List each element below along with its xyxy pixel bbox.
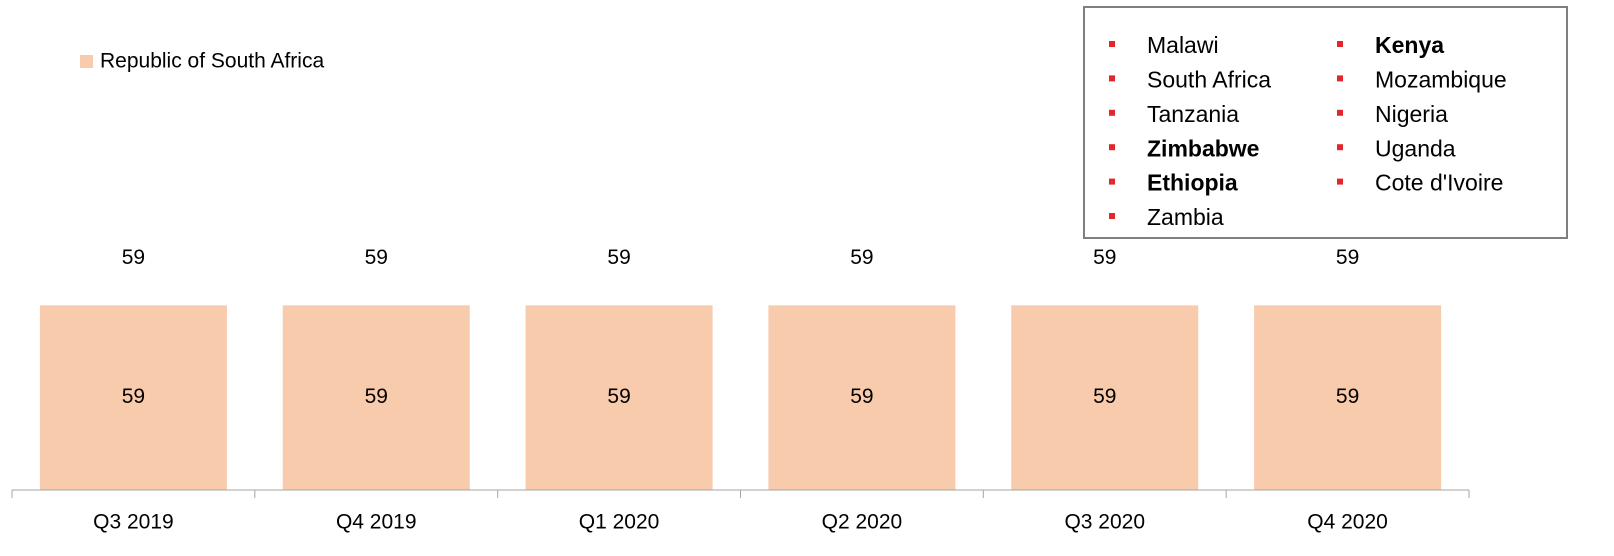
data-label: 59: [1336, 385, 1359, 408]
bullet: [1337, 178, 1343, 185]
total-label: 59: [850, 246, 873, 269]
x-tick-label: Q3 2020: [1064, 511, 1145, 534]
data-label: 59: [122, 385, 145, 408]
bullet: [1109, 41, 1115, 47]
total-label: 59: [365, 246, 388, 269]
bar: [39, 305, 227, 490]
total-label: 59: [1093, 246, 1116, 269]
data-label: 59: [1093, 385, 1116, 408]
note-item: Uganda: [1375, 135, 1456, 161]
note-item: Cote d'Ivoire: [1375, 170, 1503, 196]
note-item: Kenya: [1375, 32, 1444, 58]
x-tick-label: Q4 2019: [336, 511, 417, 534]
data-label: 59: [850, 385, 873, 408]
x-tick-label: Q4 2020: [1307, 511, 1388, 534]
bar: [282, 305, 470, 490]
legend-swatch: [80, 55, 93, 68]
x-tick-label: Q1 2020: [579, 511, 660, 534]
bullet: [1109, 178, 1115, 185]
bullet: [1109, 144, 1115, 151]
total-label: 59: [122, 246, 145, 269]
note-item: Zambia: [1147, 204, 1224, 230]
bullet: [1109, 213, 1115, 219]
x-tick-label: Q3 2019: [93, 511, 174, 534]
note-item: Tanzania: [1147, 101, 1239, 127]
bar: [1011, 305, 1199, 490]
note-item: Mozambique: [1375, 66, 1507, 92]
data-label: 59: [607, 385, 630, 408]
total-label: 59: [1336, 246, 1359, 269]
bullet: [1337, 144, 1343, 151]
legend-label: Republic of South Africa: [100, 50, 324, 73]
note-item: Ethiopia: [1147, 170, 1238, 196]
bullet: [1337, 109, 1343, 116]
x-tick-label: Q2 2020: [822, 511, 903, 534]
bar: [525, 305, 713, 490]
bullet: [1337, 75, 1343, 82]
bullet: [1337, 41, 1343, 47]
data-label: 59: [365, 385, 388, 408]
bar: [1254, 305, 1442, 490]
note-item: Malawi: [1147, 32, 1219, 58]
bullet: [1109, 75, 1115, 82]
bullet: [1109, 109, 1115, 116]
bar: [768, 305, 956, 490]
note-item: Nigeria: [1375, 101, 1448, 127]
note-box: [1083, 6, 1568, 239]
note-item: Zimbabwe: [1147, 135, 1259, 161]
note-item: South Africa: [1147, 66, 1271, 92]
total-label: 59: [607, 246, 630, 269]
